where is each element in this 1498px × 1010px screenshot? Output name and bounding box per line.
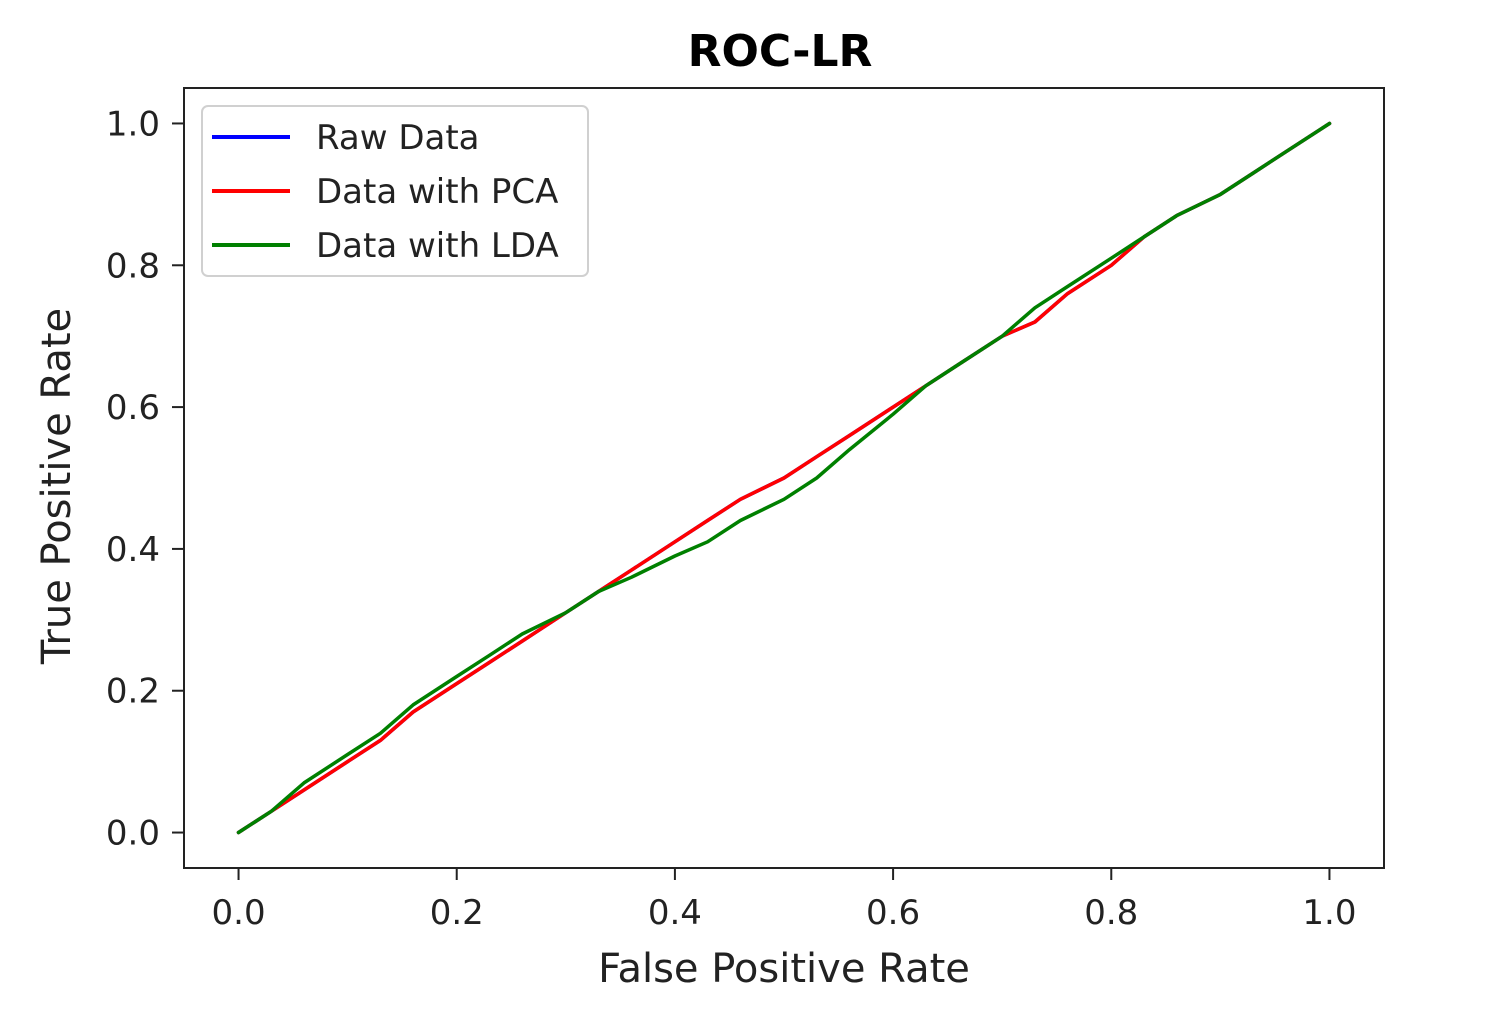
y-tick-label: 0.2 xyxy=(106,672,160,712)
legend-label: Data with LDA xyxy=(316,226,559,266)
x-tick-label: 0.4 xyxy=(648,893,702,933)
series-line-3 xyxy=(236,121,1332,835)
x-tick-label: 0.8 xyxy=(1084,893,1138,933)
x-axis-label: False Positive Rate xyxy=(598,946,970,992)
x-tick-label: 0.2 xyxy=(430,893,484,933)
y-tick-label: 1.0 xyxy=(106,104,160,144)
y-tick-label: 0.8 xyxy=(106,246,160,286)
y-tick-label: 0.0 xyxy=(106,814,160,854)
y-axis-label: True Positive Rate xyxy=(34,308,80,665)
x-tick-label: 0.6 xyxy=(866,893,920,933)
plot-frame xyxy=(183,87,1385,869)
chart-title: ROC-LR xyxy=(688,26,873,77)
x-tick-label: 0.0 xyxy=(212,893,266,933)
legend: Raw Data Data with PCA Data with LDA xyxy=(201,105,589,277)
legend-label: Raw Data xyxy=(316,118,480,158)
y-axis-ticks: 0.0 0.2 0.4 0.6 0.8 1.0 xyxy=(106,104,184,854)
y-tick-label: 0.4 xyxy=(106,530,160,570)
legend-label: Data with PCA xyxy=(316,172,558,212)
y-tick-label: 0.6 xyxy=(106,388,160,428)
x-tick-label: 1.0 xyxy=(1302,893,1356,933)
legend-box xyxy=(201,105,589,277)
x-axis-ticks: 0.0 0.2 0.4 0.6 0.8 1.0 xyxy=(212,868,1356,933)
plot-lines xyxy=(236,121,1332,835)
